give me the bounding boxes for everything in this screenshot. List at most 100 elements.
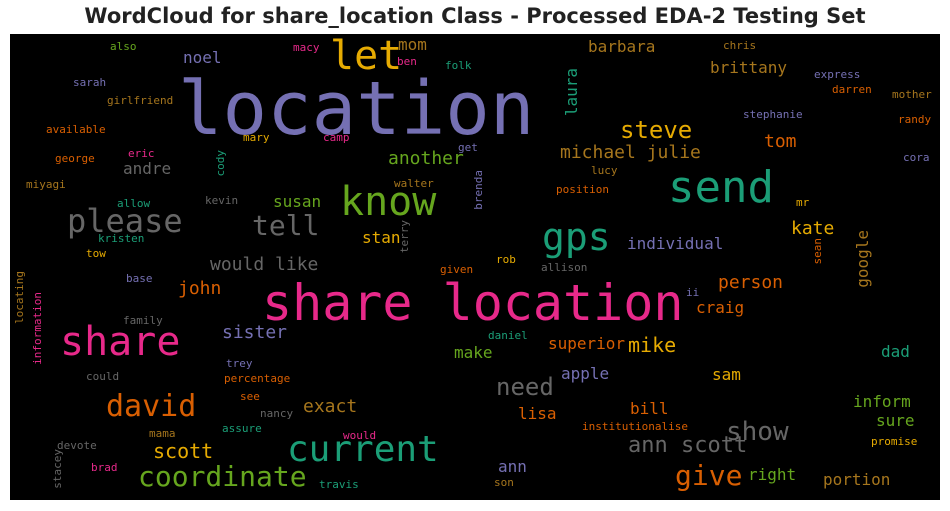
word-available: available — [46, 123, 106, 136]
word-gps: gps — [542, 215, 611, 259]
word-randy: randy — [898, 113, 932, 126]
word-locating: locating — [13, 271, 26, 324]
word-kevin: kevin — [205, 194, 239, 207]
word-base: base — [126, 272, 153, 285]
word-barbara: barbara — [588, 37, 656, 56]
word-need: need — [496, 373, 554, 401]
chart-title: WordCloud for share_location Class - Pro… — [84, 4, 866, 28]
word-sarah: sarah — [73, 76, 107, 89]
word-kristen: kristen — [98, 232, 145, 245]
word-allow: allow — [117, 197, 151, 210]
word-ann-scott: ann scott — [628, 433, 748, 458]
word-assure: assure — [222, 422, 262, 435]
word-susan: susan — [273, 192, 322, 211]
word-make: make — [454, 343, 493, 362]
word-lisa: lisa — [518, 404, 557, 423]
word-another: another — [388, 148, 464, 169]
word-cloud: location share location send know let share gp… — [10, 34, 940, 500]
word-tom: tom — [764, 131, 797, 152]
word-give: give — [675, 459, 743, 492]
word-cora: cora — [903, 151, 930, 164]
word-stan: stan — [362, 228, 401, 247]
word-coordinate: coordinate — [138, 460, 307, 493]
word-sam: sam — [712, 365, 741, 384]
word-mom: mom — [398, 35, 427, 54]
word-right: right — [748, 465, 797, 484]
word-apple: apple — [561, 364, 610, 383]
word-stacey: stacey — [51, 449, 64, 489]
word-family: family — [123, 314, 163, 327]
word-tow: tow — [86, 247, 106, 260]
word-walter: walter — [394, 177, 434, 190]
word-george: george — [55, 152, 95, 165]
word-please: please — [67, 202, 183, 240]
word-sean: sean — [811, 238, 824, 265]
word-portion: portion — [823, 470, 891, 489]
word-inform: inform — [853, 392, 911, 411]
word-rob: rob — [496, 253, 516, 266]
word-dad: dad — [881, 342, 910, 361]
word-sister: sister — [222, 322, 288, 343]
word-google: google — [853, 230, 872, 288]
word-john: john — [178, 278, 222, 299]
word-also: also — [110, 40, 137, 53]
word-would: would — [343, 429, 377, 442]
word-cody: cody — [214, 150, 227, 177]
word-brad: brad — [91, 461, 118, 474]
word-ann: ann — [498, 457, 527, 476]
word-superior: superior — [548, 334, 626, 353]
word-miyagi: miyagi — [26, 178, 66, 191]
word-darren: darren — [832, 83, 872, 96]
word-share: share — [60, 319, 181, 365]
word-steve: steve — [620, 116, 693, 144]
word-allison: allison — [541, 261, 588, 274]
word-ben: ben — [397, 55, 417, 68]
word-individual: individual — [627, 234, 724, 253]
word-ii: ii — [686, 286, 700, 299]
word-express: express — [814, 68, 861, 81]
word-would-like: would like — [210, 254, 319, 275]
word-stephanie: stephanie — [743, 108, 803, 121]
word-current: current — [287, 429, 439, 470]
word-mr: mr — [796, 196, 810, 209]
word-know: know — [340, 179, 437, 225]
word-mary: mary — [243, 131, 270, 144]
word-scott: scott — [153, 439, 214, 463]
word-terry: terry — [398, 220, 411, 254]
word-mama: mama — [149, 427, 176, 440]
word-nancy: nancy — [260, 407, 294, 420]
word-see: see — [240, 390, 260, 403]
word-andre: andre — [123, 159, 172, 178]
word-information: information — [31, 292, 44, 365]
word-lucy: lucy — [591, 164, 618, 177]
word-laura: laura — [562, 68, 581, 117]
word-show: show — [726, 417, 789, 447]
word-trey: trey — [226, 357, 253, 370]
word-location: location — [178, 66, 535, 152]
word-craig: craig — [696, 298, 745, 317]
word-devote: devote — [57, 439, 97, 452]
word-mike: mike — [628, 333, 677, 357]
word-brenda: brenda — [472, 170, 485, 210]
word-son: son — [494, 476, 514, 489]
word-camp: camp — [323, 131, 350, 144]
word-position: position — [556, 183, 609, 196]
word-let: let — [330, 34, 403, 79]
word-could: could — [86, 370, 120, 383]
word-daniel: daniel — [488, 329, 528, 342]
word-kate: kate — [791, 218, 835, 239]
word-send: send — [668, 162, 774, 213]
word-share-location: share location — [262, 274, 684, 332]
word-sure: sure — [876, 411, 915, 430]
word-travis: travis — [319, 478, 359, 491]
word-eric: eric — [128, 147, 155, 160]
word-brittany: brittany — [710, 58, 788, 77]
word-given: given — [440, 263, 474, 276]
word-percentage: percentage — [224, 372, 291, 385]
word-promise: promise — [871, 435, 918, 448]
word-david: david — [106, 389, 197, 424]
word-folk: folk — [445, 59, 472, 72]
word-bill: bill — [630, 399, 669, 418]
word-noel: noel — [183, 48, 222, 67]
word-girlfriend: girlfriend — [107, 94, 174, 107]
